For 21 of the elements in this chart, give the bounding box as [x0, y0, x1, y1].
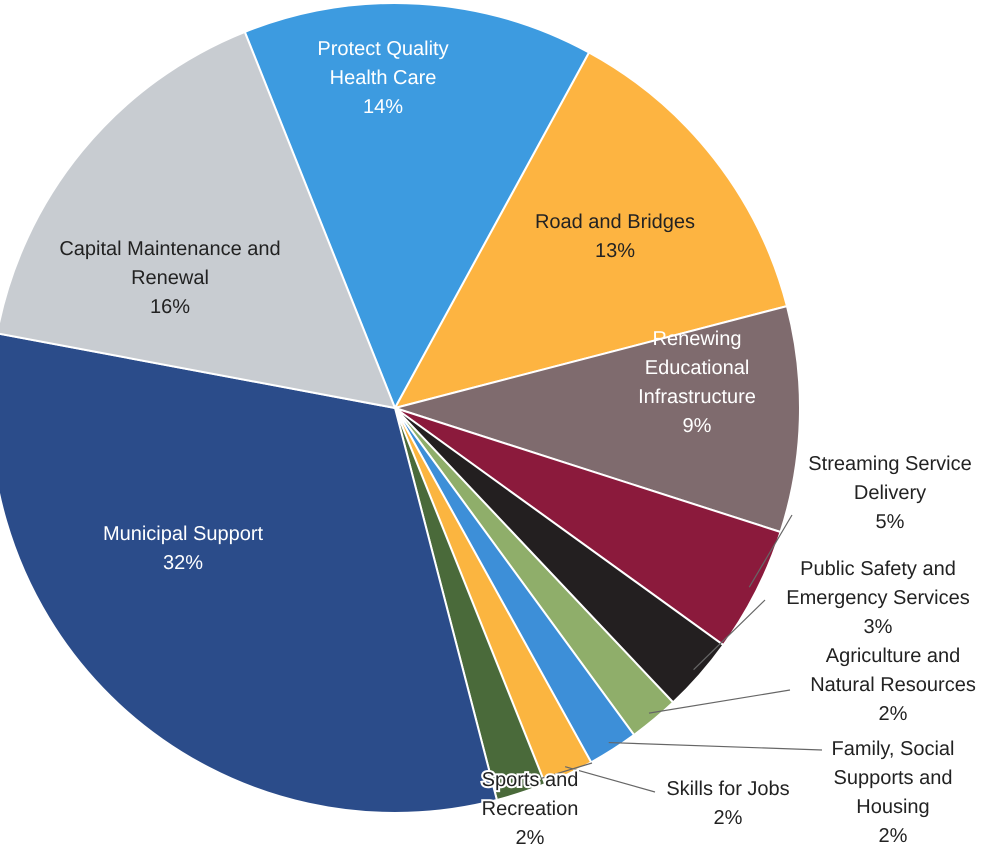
data-label: 2% — [878, 703, 908, 725]
slice-label: Municipal Support — [102, 523, 264, 545]
data-label: 13% — [594, 240, 636, 262]
data-label: 9% — [682, 415, 712, 437]
data-label: 16% — [150, 296, 190, 318]
slice-label: Protect Quality Health Care — [317, 38, 449, 89]
slice-label: Agriculture and Natural Resources — [810, 645, 976, 696]
slice-label: Public Safety and Emergency Services — [786, 558, 970, 609]
data-label: 5% — [876, 511, 905, 533]
slice-label: Family, Social Supports and Housing — [832, 738, 954, 818]
data-label: 2% — [878, 825, 908, 847]
data-label: 14% — [362, 96, 404, 118]
slice-label: Streaming Service Delivery — [808, 453, 972, 504]
slice-label: Road and Bridges — [534, 211, 696, 233]
data-label: 2% — [714, 807, 743, 829]
slice-label: Renewing Educational Infrastructure — [638, 328, 756, 408]
data-label: 2% — [516, 827, 545, 849]
data-label: 3% — [864, 616, 893, 638]
slice-label: Capital Maintenance and Renewal — [59, 238, 281, 289]
data-label: 32% — [162, 552, 204, 574]
slice-label: Skills for Jobs — [666, 778, 790, 800]
